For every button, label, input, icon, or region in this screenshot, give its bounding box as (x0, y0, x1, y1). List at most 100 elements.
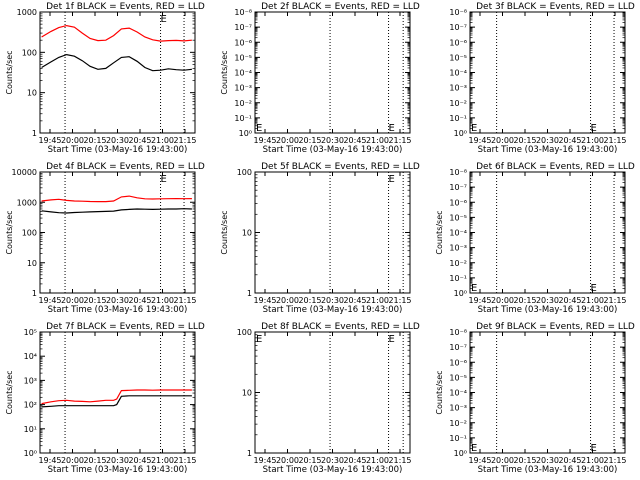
panel-5: Det 5f BLACK = Events, RED = LLD 1 10 100 19… (220, 162, 420, 315)
plot-frame (469, 171, 626, 294)
panel-2: Det 2f BLACK = Events, RED = LLD 10⁰ 10⁻¹ 1… (220, 2, 420, 155)
x-tick-label: 21:00 (151, 456, 174, 465)
x-tick-label: 20:15 (298, 136, 321, 145)
y-tick-label: 10³ (24, 376, 37, 385)
plot-frame (254, 331, 411, 454)
y-tick-label: 10⁻³ (449, 244, 467, 253)
x-tick-label: 20:15 (83, 296, 106, 305)
x-axis-label: Start Time (03-May-16 19:43:00) (263, 145, 403, 155)
plot-frame (254, 171, 411, 294)
x-axis-label: Start Time (03-May-16 19:43:00) (478, 465, 618, 475)
x-tick-label: 20:00 (276, 136, 299, 145)
y-tick-label: 10⁻⁷ (449, 183, 467, 192)
y-tick-label: 10 (242, 389, 252, 398)
x-tick-label: 21:00 (366, 136, 389, 145)
y-axis-label: Counts/sec (435, 210, 444, 254)
e-marker: E (471, 283, 477, 294)
lld-series-line (41, 389, 192, 405)
y-tick-label: 10² (24, 401, 37, 410)
y-tick-label: 1000 (17, 198, 37, 207)
x-tick-label: 20:30 (536, 296, 559, 305)
e-marker: E (389, 123, 395, 134)
x-tick-label: 20:30 (106, 136, 129, 145)
plot-frame (254, 11, 411, 134)
panel-6: Det 6f BLACK = Events, RED = LLD 10⁰ 10⁻¹ 1… (435, 162, 635, 315)
y-tick-label: 100 (237, 328, 252, 337)
x-tick-label: 21:00 (151, 296, 174, 305)
e-marker: E (161, 14, 167, 25)
y-tick-label: 10⁻⁷ (449, 343, 467, 352)
x-tick-label: 19:45 (468, 296, 491, 305)
plot-frame (469, 11, 626, 134)
x-tick-label: 20:15 (298, 456, 321, 465)
y-tick-label: 10⁰ (454, 289, 467, 298)
x-tick-label: 20:45 (343, 296, 366, 305)
x-tick-label: 20:30 (536, 136, 559, 145)
panel-4: Det 4f BLACK = Events, RED = LLD 1 10 100 10… (5, 162, 205, 315)
y-tick-label: 10⁻⁵ (449, 213, 467, 222)
x-tick-label: 20:00 (276, 296, 299, 305)
x-tick-label: 20:30 (321, 136, 344, 145)
e-marker: E (471, 443, 477, 454)
panel-title: Det 9f BLACK = Events, RED = LLD (476, 322, 635, 332)
panel-title: Det 3f BLACK = Events, RED = LLD (476, 2, 635, 12)
x-tick-label: 20:45 (558, 136, 581, 145)
x-axis-label: Start Time (03-May-16 19:43:00) (48, 305, 188, 315)
y-tick-label: 1 (247, 289, 252, 298)
x-tick-label: 21:15 (603, 296, 626, 305)
x-tick-label: 21:00 (366, 296, 389, 305)
panel-title: Det 4f BLACK = Events, RED = LLD (46, 162, 205, 172)
events-series-line (41, 53, 192, 72)
y-tick-label: 10⁻¹ (449, 114, 467, 123)
y-tick-label: 10⁰ (454, 449, 467, 458)
y-tick-label: 10 (242, 229, 252, 238)
y-tick-label: 100 (237, 168, 252, 177)
x-tick-label: 20:30 (321, 456, 344, 465)
y-tick-label: 10⁻⁵ (449, 373, 467, 382)
y-tick-label: 10⁻⁶ (449, 38, 467, 47)
y-tick-label: 10⁻² (449, 419, 467, 428)
y-tick-label: 10⁻⁶ (449, 358, 467, 367)
e-marker: E (591, 443, 597, 454)
panel-title: Det 8f BLACK = Events, RED = LLD (261, 322, 420, 332)
x-tick-label: 20:15 (513, 456, 536, 465)
x-tick-label: 19:45 (253, 296, 276, 305)
panel-9: Det 9f BLACK = Events, RED = LLD 10⁰ 10⁻¹ 1… (435, 322, 635, 475)
events-series-line (41, 395, 192, 408)
e-marker: E (161, 174, 167, 185)
e-marker: E (389, 174, 395, 185)
x-tick-label: 21:15 (388, 136, 411, 145)
y-tick-label: 1 (247, 449, 252, 458)
y-tick-label: 10⁻¹ (449, 274, 467, 283)
x-tick-label: 20:15 (513, 136, 536, 145)
y-tick-label: 10⁻⁴ (449, 229, 467, 238)
x-tick-label: 20:45 (343, 136, 366, 145)
y-tick-label: 10⁻⁶ (449, 198, 467, 207)
x-axis-label: Start Time (03-May-16 19:43:00) (478, 305, 618, 315)
plot-frame (469, 331, 626, 454)
y-tick-label: 10⁻⁸ (449, 168, 467, 177)
x-tick-label: 19:45 (468, 456, 491, 465)
x-tick-label: 19:45 (38, 296, 61, 305)
y-tick-label: 10⁰ (239, 129, 252, 138)
x-axis-label: Start Time (03-May-16 19:43:00) (263, 465, 403, 475)
y-tick-label: 10000 (12, 168, 37, 177)
y-tick-label: 10⁻² (234, 99, 252, 108)
x-tick-label: 21:00 (581, 296, 604, 305)
lld-series-line (41, 24, 192, 42)
x-tick-label: 20:15 (83, 456, 106, 465)
x-tick-label: 21:00 (151, 136, 174, 145)
x-tick-label: 20:45 (343, 456, 366, 465)
y-tick-label: 10⁻³ (449, 84, 467, 93)
x-tick-label: 19:45 (253, 136, 276, 145)
x-tick-label: 20:00 (61, 296, 84, 305)
x-tick-label: 20:45 (558, 456, 581, 465)
x-tick-label: 20:15 (298, 296, 321, 305)
plot-frame (39, 171, 196, 294)
x-tick-label: 20:00 (61, 456, 84, 465)
x-tick-label: 21:00 (581, 456, 604, 465)
y-tick-label: 10⁻³ (449, 404, 467, 413)
panel-1: Det 1f BLACK = Events, RED = LLD 1 10 100 10… (5, 2, 205, 155)
panel-8: Det 8f BLACK = Events, RED = LLD 1 10 100 19… (237, 322, 420, 475)
